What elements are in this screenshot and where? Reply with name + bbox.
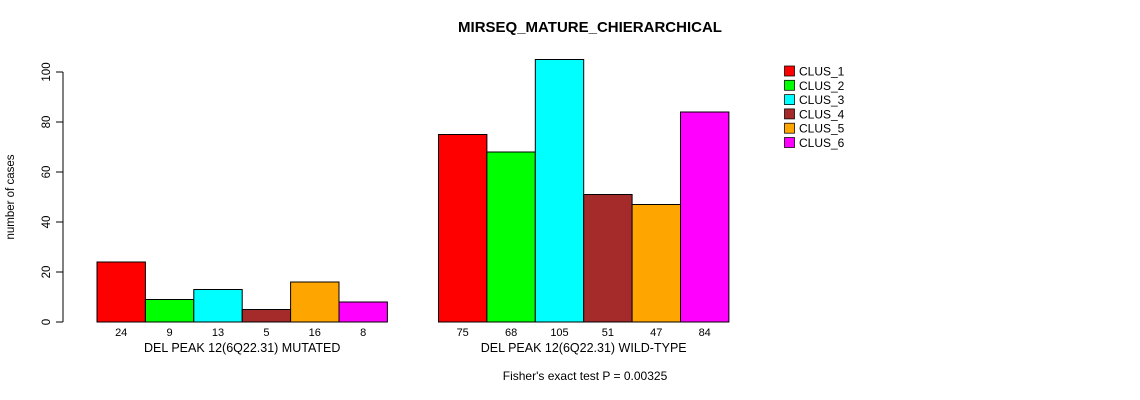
y-tick-label: 20	[41, 266, 53, 279]
y-tick-label: 100	[41, 62, 53, 81]
bar-clus_6	[338, 301, 388, 323]
chart-title: MIRSEQ_MATURE_CHIERARCHICAL	[458, 19, 722, 36]
y-tick-label: 60	[41, 166, 53, 179]
bar-clus_1	[438, 134, 488, 323]
bar-clus_5	[290, 281, 340, 323]
legend-label-clus_6: CLUS_6	[799, 136, 845, 150]
annotation-text: Fisher's exact test P = 0.00325	[503, 369, 668, 383]
bar-clus_5	[631, 204, 681, 323]
legend-swatch-clus_4	[784, 108, 795, 120]
bar-clus_2	[144, 299, 195, 323]
bar-value-label: 9	[167, 327, 173, 339]
bar-value-label: 16	[309, 327, 321, 339]
legend-swatch-clus_1	[784, 65, 795, 77]
bar-clus_4	[241, 309, 292, 323]
bar-value-label: 24	[115, 327, 127, 339]
bar-clus_4	[583, 194, 633, 323]
legend-label-clus_1: CLUS_1	[799, 65, 845, 79]
bar-value-label: 68	[505, 327, 517, 339]
y-axis: 0 20 40 60 80 100	[41, 62, 64, 325]
x-axis-labels: 24 9 13 5 16 8 DEL PEAK 12(6Q22.31) MUTATED 75 6…	[115, 327, 711, 355]
bar-value-label: 8	[360, 327, 366, 339]
legend-label-clus_2: CLUS_2	[799, 79, 845, 93]
y-tick-label: 0	[41, 319, 53, 325]
bar-value-label: 51	[602, 327, 614, 339]
legend-swatch-clus_6	[784, 137, 795, 148]
bar-value-label: 47	[650, 327, 662, 339]
bar-value-label: 13	[212, 327, 224, 339]
bar-clus_3	[534, 59, 585, 323]
legend-swatch-clus_3	[784, 94, 795, 105]
legend-label-clus_4: CLUS_4	[799, 107, 845, 121]
bar-clus_2	[486, 151, 536, 323]
bar-clus_6	[680, 111, 730, 323]
legend-label-clus_5: CLUS_5	[799, 122, 845, 136]
y-tick-label: 80	[41, 116, 53, 129]
y-tick-label: 40	[41, 216, 53, 229]
legend-label-clus_3: CLUS_3	[799, 93, 845, 107]
bar-value-label: 5	[263, 327, 269, 339]
bar-value-label: 105	[550, 327, 568, 339]
y-axis-label: number of cases	[5, 154, 17, 239]
bar-value-label: 75	[457, 327, 469, 339]
legend-swatch-clus_2	[784, 79, 795, 91]
bars-group	[96, 59, 730, 323]
bar-clus_1	[96, 261, 146, 323]
group-label: DEL PEAK 12(6Q22.31) MUTATED	[144, 341, 340, 355]
bar-clus_3	[193, 289, 243, 323]
bar-value-label: 84	[699, 327, 711, 339]
group-label: DEL PEAK 12(6Q22.31) WILD-TYPE	[481, 341, 687, 355]
legend-swatch-clus_5	[784, 122, 795, 134]
